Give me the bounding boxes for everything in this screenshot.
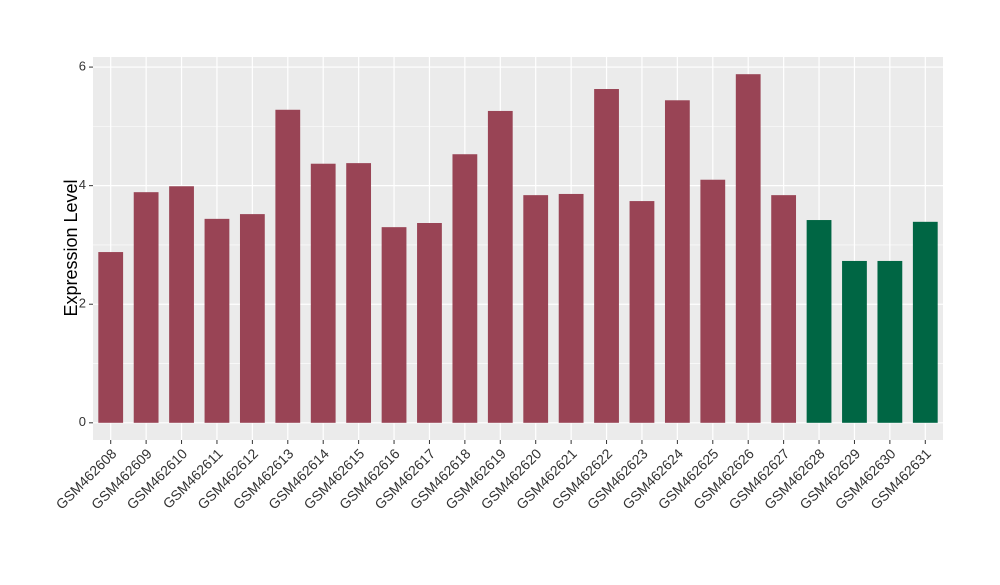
plot-panel	[93, 57, 943, 440]
y-tick-label: 0	[79, 414, 86, 429]
bar	[310, 163, 336, 423]
bar	[239, 214, 265, 423]
bar	[133, 192, 159, 423]
bar	[594, 89, 619, 423]
bar	[842, 260, 867, 423]
y-tick-label: 6	[79, 59, 86, 74]
bar	[771, 195, 797, 423]
bar	[275, 109, 301, 423]
bar	[558, 193, 584, 423]
bar	[664, 100, 690, 423]
bar	[169, 186, 194, 423]
bar	[417, 223, 442, 423]
bar	[806, 220, 832, 423]
y-tick-label: 4	[79, 177, 86, 192]
bar	[381, 227, 407, 423]
bar	[735, 74, 761, 423]
bar	[912, 221, 938, 423]
bar	[629, 201, 655, 423]
bar	[877, 260, 903, 423]
bar	[487, 110, 513, 423]
bar	[98, 252, 124, 423]
y-tick-label: 2	[79, 296, 86, 311]
bar	[204, 218, 230, 423]
y-axis-label: Expression Level	[61, 179, 81, 316]
bar	[452, 154, 478, 423]
bar	[346, 163, 372, 423]
bar	[523, 195, 549, 423]
bar	[700, 179, 726, 423]
